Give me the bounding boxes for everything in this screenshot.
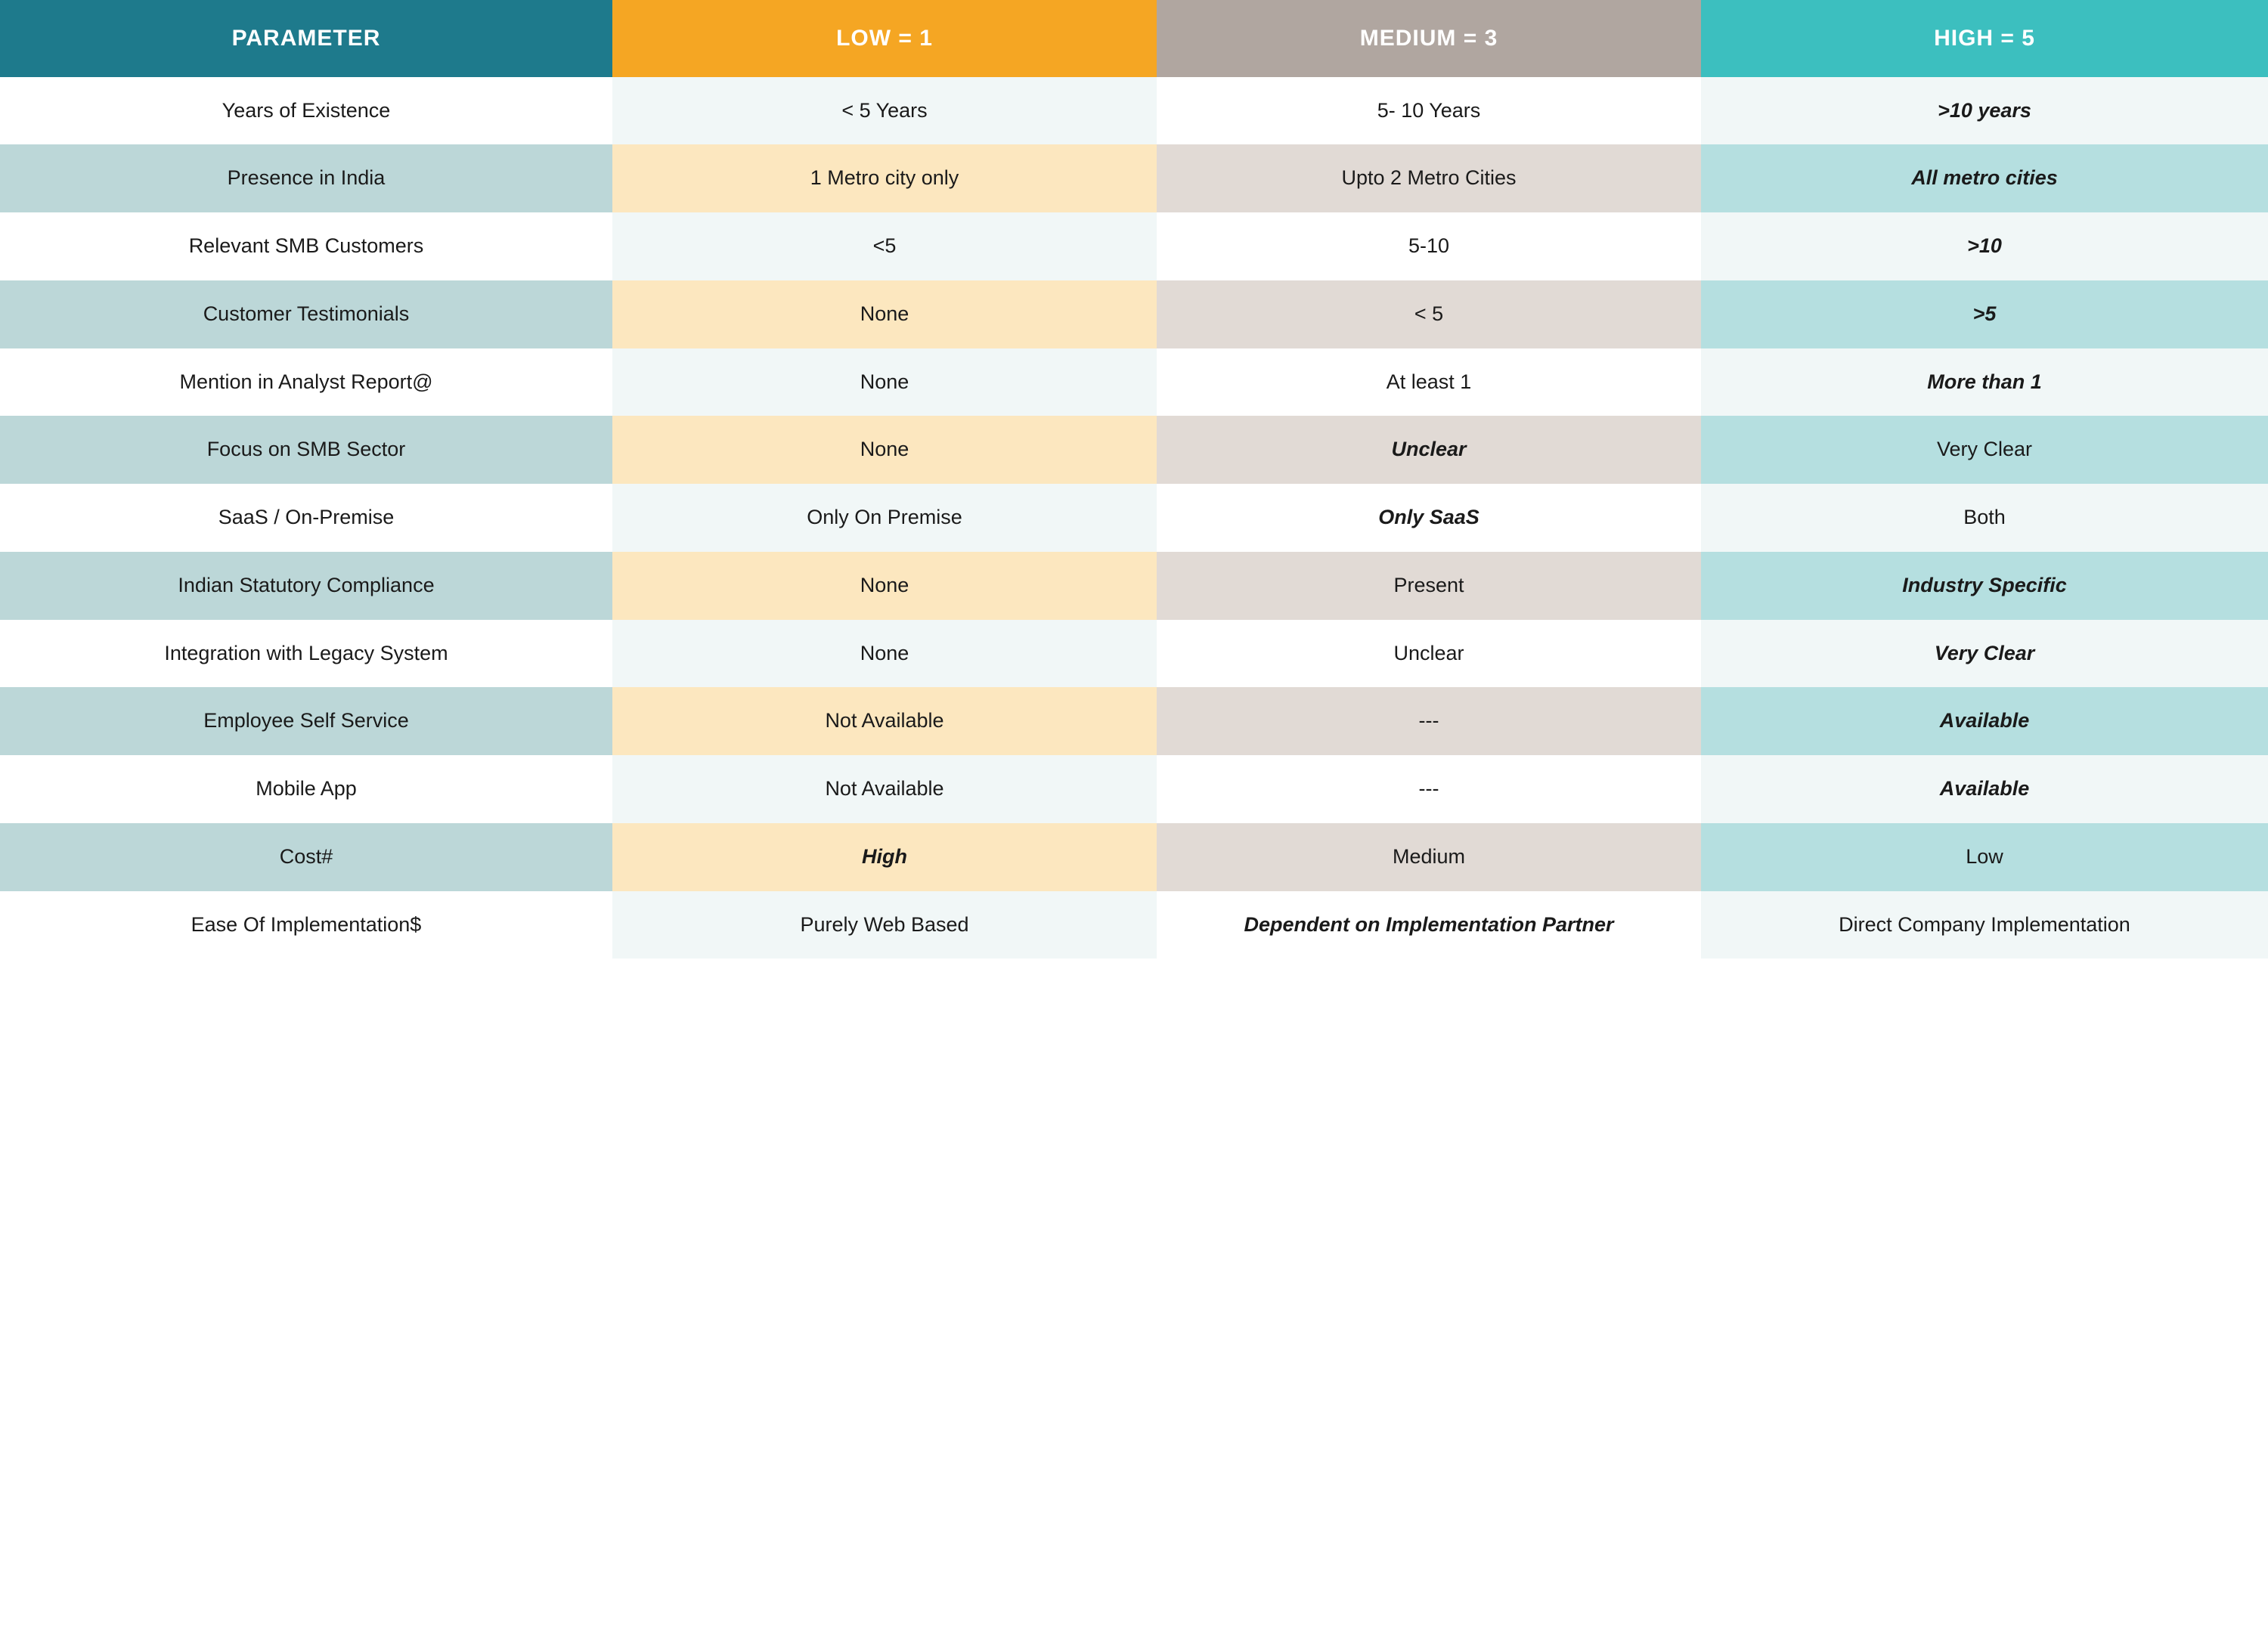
table-header-row: PARAMETERLOW = 1MEDIUM = 3HIGH = 5: [0, 0, 2268, 77]
value-cell: >10: [1701, 212, 2268, 280]
value-cell: Industry Specific: [1701, 552, 2268, 620]
table-row: Ease Of Implementation$Purely Web BasedD…: [0, 891, 2268, 959]
value-cell: None: [612, 348, 1157, 417]
value-cell: Upto 2 Metro Cities: [1157, 144, 1701, 212]
parameter-cell: Cost#: [0, 823, 612, 891]
parameter-cell: SaaS / On-Premise: [0, 484, 612, 552]
table-row: Integration with Legacy SystemNoneUnclea…: [0, 620, 2268, 688]
value-cell: 1 Metro city only: [612, 144, 1157, 212]
value-cell: Very Clear: [1701, 620, 2268, 688]
value-cell: >5: [1701, 280, 2268, 348]
table-row: SaaS / On-PremiseOnly On PremiseOnly Saa…: [0, 484, 2268, 552]
table-row: Relevant SMB Customers<55-10>10: [0, 212, 2268, 280]
value-cell: Not Available: [612, 755, 1157, 823]
parameter-cell: Integration with Legacy System: [0, 620, 612, 688]
value-cell: < 5: [1157, 280, 1701, 348]
value-cell: None: [612, 620, 1157, 688]
table-row: Years of Existence< 5 Years5- 10 Years>1…: [0, 77, 2268, 145]
parameter-cell: Focus on SMB Sector: [0, 416, 612, 484]
value-cell: Very Clear: [1701, 416, 2268, 484]
column-header: HIGH = 5: [1701, 0, 2268, 77]
value-cell: At least 1: [1157, 348, 1701, 417]
value-cell: None: [612, 280, 1157, 348]
parameter-cell: Ease Of Implementation$: [0, 891, 612, 959]
table-row: Cost#HighMediumLow: [0, 823, 2268, 891]
parameter-cell: Customer Testimonials: [0, 280, 612, 348]
value-cell: Only SaaS: [1157, 484, 1701, 552]
parameter-cell: Employee Self Service: [0, 687, 612, 755]
scoring-rubric-table: PARAMETERLOW = 1MEDIUM = 3HIGH = 5Years …: [0, 0, 2268, 959]
table-row: Customer TestimonialsNone< 5>5: [0, 280, 2268, 348]
value-cell: <5: [612, 212, 1157, 280]
value-cell: ---: [1157, 755, 1701, 823]
value-cell: All metro cities: [1701, 144, 2268, 212]
value-cell: >10 years: [1701, 77, 2268, 145]
parameter-cell: Years of Existence: [0, 77, 612, 145]
value-cell: High: [612, 823, 1157, 891]
value-cell: None: [612, 416, 1157, 484]
value-cell: Medium: [1157, 823, 1701, 891]
value-cell: Unclear: [1157, 620, 1701, 688]
parameter-cell: Mobile App: [0, 755, 612, 823]
table-row: Mention in Analyst Report@NoneAt least 1…: [0, 348, 2268, 417]
value-cell: Direct Company Implementation: [1701, 891, 2268, 959]
value-cell: Present: [1157, 552, 1701, 620]
value-cell: Dependent on Implementation Partner: [1157, 891, 1701, 959]
table-row: Employee Self ServiceNot Available---Ava…: [0, 687, 2268, 755]
table-row: Mobile AppNot Available---Available: [0, 755, 2268, 823]
value-cell: More than 1: [1701, 348, 2268, 417]
value-cell: Unclear: [1157, 416, 1701, 484]
parameter-cell: Mention in Analyst Report@: [0, 348, 612, 417]
value-cell: Only On Premise: [612, 484, 1157, 552]
column-header: LOW = 1: [612, 0, 1157, 77]
value-cell: Both: [1701, 484, 2268, 552]
column-header: MEDIUM = 3: [1157, 0, 1701, 77]
value-cell: Available: [1701, 755, 2268, 823]
value-cell: ---: [1157, 687, 1701, 755]
value-cell: Not Available: [612, 687, 1157, 755]
value-cell: < 5 Years: [612, 77, 1157, 145]
parameter-cell: Indian Statutory Compliance: [0, 552, 612, 620]
column-header: PARAMETER: [0, 0, 612, 77]
value-cell: 5-10: [1157, 212, 1701, 280]
value-cell: Available: [1701, 687, 2268, 755]
parameter-cell: Relevant SMB Customers: [0, 212, 612, 280]
table-row: Focus on SMB SectorNoneUnclearVery Clear: [0, 416, 2268, 484]
value-cell: Low: [1701, 823, 2268, 891]
value-cell: None: [612, 552, 1157, 620]
value-cell: 5- 10 Years: [1157, 77, 1701, 145]
table-row: Presence in India1 Metro city onlyUpto 2…: [0, 144, 2268, 212]
table-row: Indian Statutory ComplianceNonePresentIn…: [0, 552, 2268, 620]
value-cell: Purely Web Based: [612, 891, 1157, 959]
parameter-cell: Presence in India: [0, 144, 612, 212]
